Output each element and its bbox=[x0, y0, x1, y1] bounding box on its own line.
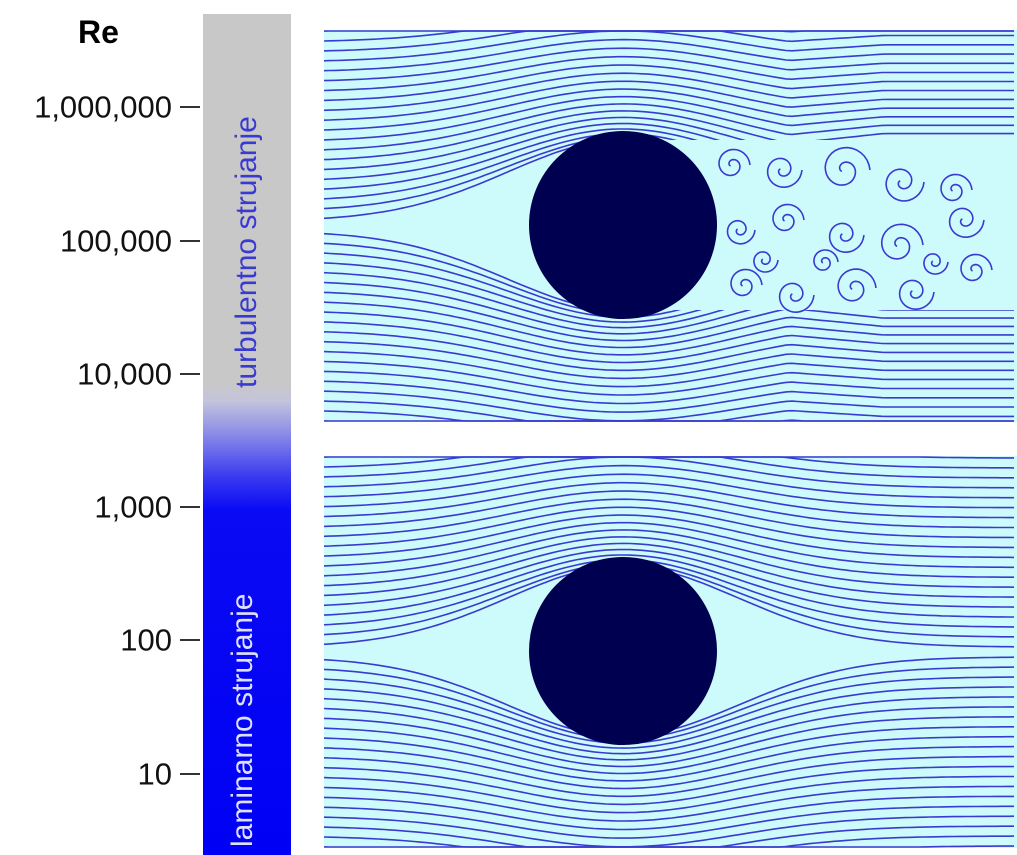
streamline bbox=[324, 301, 1014, 349]
streamline bbox=[324, 666, 1015, 741]
streamline bbox=[324, 795, 1014, 831]
streamline bbox=[324, 815, 1015, 848]
wake-vortex bbox=[940, 173, 973, 202]
streamline bbox=[324, 80, 1014, 121]
wake-vortex bbox=[948, 207, 985, 239]
streamline bbox=[324, 542, 1014, 598]
streamline bbox=[324, 88, 1014, 131]
streamline bbox=[324, 456, 1014, 479]
tick-mark-100000 bbox=[180, 240, 200, 242]
streamline bbox=[324, 735, 1014, 782]
streamline bbox=[324, 72, 1014, 112]
streamline bbox=[324, 340, 1014, 380]
streamline bbox=[324, 360, 1014, 396]
wake-vortex bbox=[960, 253, 993, 282]
streamline bbox=[324, 30, 1014, 52]
wake-vortex bbox=[778, 282, 815, 314]
streamline bbox=[324, 350, 1014, 388]
tick-mark-1000 bbox=[180, 506, 200, 508]
wake-vortex bbox=[824, 146, 871, 186]
wake-vortex bbox=[880, 223, 924, 260]
streamline bbox=[324, 785, 1014, 822]
tick-mark-100 bbox=[180, 639, 200, 641]
streamline bbox=[324, 558, 1014, 628]
streamline bbox=[324, 696, 1015, 755]
laminar-flow-panel bbox=[324, 456, 1017, 848]
streamline bbox=[324, 554, 1014, 618]
laminar-streamlines bbox=[324, 456, 1017, 848]
streamline bbox=[324, 291, 1014, 342]
turbulent-flow-panel bbox=[324, 30, 1017, 422]
streamline bbox=[324, 311, 1014, 356]
streamline bbox=[324, 506, 1014, 549]
streamline bbox=[324, 498, 1015, 539]
streamline bbox=[324, 521, 1014, 569]
wake-vortex bbox=[885, 168, 925, 202]
streamline bbox=[324, 805, 1014, 839]
streamline bbox=[324, 536, 1015, 588]
streamline bbox=[324, 380, 1014, 413]
streamline bbox=[324, 390, 1014, 422]
tick-mark-10 bbox=[180, 773, 200, 775]
tick-label-10: 10 bbox=[137, 756, 172, 792]
flow-regime-bar bbox=[203, 14, 291, 855]
wake-vortex bbox=[837, 268, 877, 302]
wake-vortex bbox=[898, 279, 935, 311]
streamline bbox=[324, 47, 1014, 82]
wake-vortex bbox=[813, 249, 839, 271]
streamline bbox=[324, 456, 1015, 489]
streamline bbox=[324, 686, 1014, 749]
wake-vortex bbox=[772, 203, 805, 232]
wake-vortex bbox=[828, 222, 865, 254]
streamline bbox=[324, 490, 1014, 529]
tick-label-100: 100 bbox=[120, 622, 172, 658]
streamline bbox=[324, 30, 1014, 62]
streamline bbox=[324, 481, 1014, 519]
streamline bbox=[324, 845, 1014, 848]
streamline bbox=[324, 529, 1014, 578]
turbulent-regime-label: turbulentno strujanje bbox=[230, 116, 263, 388]
streamline bbox=[324, 726, 1014, 775]
streamline bbox=[324, 64, 1014, 102]
streamline bbox=[324, 765, 1015, 806]
wake-vortex bbox=[766, 157, 803, 189]
turbulent-streamlines bbox=[324, 30, 1017, 422]
streamline bbox=[324, 473, 1014, 509]
wake-vortex bbox=[753, 251, 779, 273]
wake-vortex bbox=[923, 253, 949, 275]
streamline bbox=[324, 103, 1014, 151]
laminar-regime-label: laminarno strujanje bbox=[226, 593, 259, 847]
streamline bbox=[324, 464, 1014, 499]
streamline bbox=[324, 775, 1014, 814]
wake-vortex bbox=[718, 148, 751, 177]
wake-vortex bbox=[730, 268, 763, 297]
streamline bbox=[324, 331, 1014, 372]
tick-label-1000: 1,000 bbox=[94, 489, 172, 525]
cylinder-obstacle bbox=[529, 557, 717, 745]
streamline bbox=[324, 755, 1014, 798]
tick-label-1000000: 1,000,000 bbox=[34, 89, 172, 125]
streamline bbox=[324, 321, 1014, 364]
tick-mark-1000000 bbox=[180, 106, 200, 108]
cylinder-obstacle bbox=[529, 131, 717, 319]
streamline bbox=[324, 716, 1015, 768]
streamline bbox=[324, 95, 1014, 141]
streamline bbox=[324, 676, 1014, 745]
streamline bbox=[324, 706, 1014, 761]
streamline bbox=[324, 55, 1014, 92]
tick-mark-10000 bbox=[180, 373, 200, 375]
reynolds-axis-title: Re bbox=[78, 14, 119, 50]
streamline bbox=[324, 110, 1014, 161]
streamline bbox=[324, 514, 1015, 559]
streamline bbox=[324, 38, 1014, 72]
wake-vortex bbox=[726, 219, 756, 245]
streamline bbox=[324, 548, 1015, 608]
streamline bbox=[324, 370, 1014, 405]
tick-label-10000: 10,000 bbox=[77, 356, 172, 392]
tick-label-100000: 100,000 bbox=[59, 223, 172, 259]
streamline bbox=[324, 745, 1015, 790]
